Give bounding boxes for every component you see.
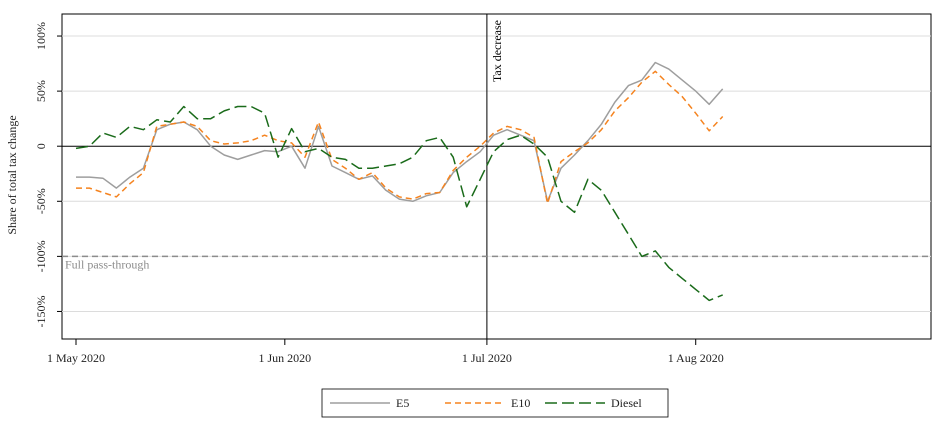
y-axis: 100% 50% 0 -50% -100% -150% [34,22,62,327]
series-line-diesel [75,105,723,302]
plot-frame [61,13,932,340]
y-tick-label: -50% [34,188,48,214]
tax-decrease-label: Tax decrease [490,20,504,82]
gridlines [62,35,931,312]
x-tick-label: 1 May 2020 [47,351,105,365]
y-tick-label: 0 [34,143,48,149]
full-pass-through-label: Full pass-through [65,257,149,271]
series-line-e10 [76,70,724,205]
y-tick-label: 50% [34,80,48,102]
legend-label-diesel: Diesel [611,396,642,410]
y-tick-label: -150% [34,295,48,327]
x-axis: 1 May 2020 1 Jun 2020 1 Jul 2020 1 Aug 2020 [47,339,724,365]
legend-label-e10: E10 [511,396,530,410]
reference-lines: Tax decrease Full pass-through [62,14,931,339]
series-lines [75,61,724,302]
x-tick-label: 1 Aug 2020 [668,351,724,365]
y-axis-label: Share of total tax change [5,115,19,234]
x-tick-label: 1 Jul 2020 [462,351,512,365]
x-tick-label: 1 Jun 2020 [258,351,311,365]
y-tick-label: -100% [34,240,48,272]
legend: E5 E10 Diesel [321,388,669,418]
y-tick-label: 100% [34,22,48,50]
legend-label-e5: E5 [396,396,409,410]
